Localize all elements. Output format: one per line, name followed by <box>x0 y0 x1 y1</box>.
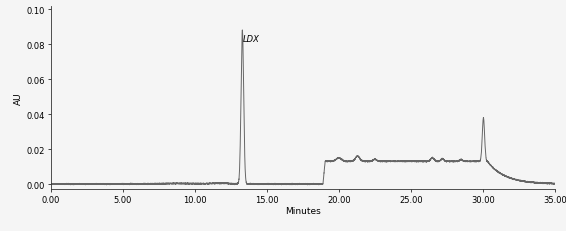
Y-axis label: AU: AU <box>14 92 23 104</box>
X-axis label: Minutes: Minutes <box>285 206 321 215</box>
Text: LDX: LDX <box>243 34 260 43</box>
